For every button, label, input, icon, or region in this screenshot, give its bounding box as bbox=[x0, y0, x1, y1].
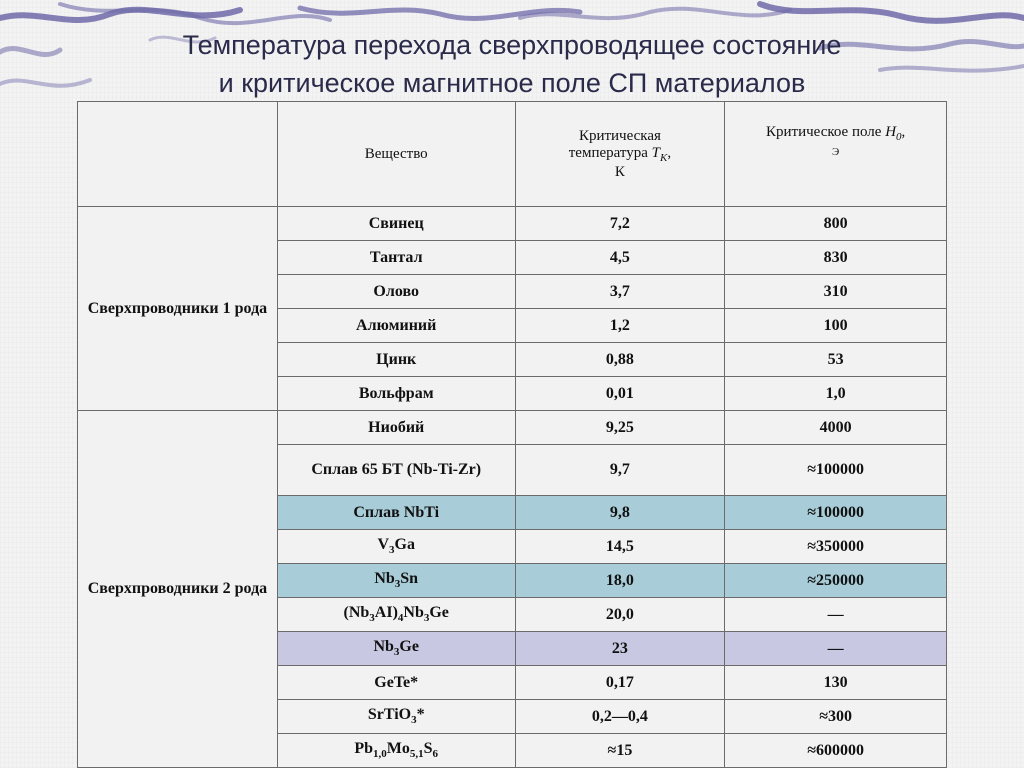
table-header-row: Вещество Критическая температура TK, К К… bbox=[77, 101, 947, 207]
cell-temperature: 0,88 bbox=[514, 342, 726, 377]
cell-substance: (Nb3AI)4Nb3Ge bbox=[276, 597, 516, 632]
cell-substance: Тантал bbox=[276, 240, 516, 275]
header-substance: Вещество bbox=[276, 101, 516, 207]
table-row: Сплав 65 БТ (Nb-Ti-Zr) 9,7 ≈100000 bbox=[78, 444, 947, 496]
cell-field: — bbox=[724, 631, 947, 666]
header-critical-temperature: Критическая температура TK, К bbox=[514, 101, 726, 207]
group-label-type-1: Сверхпроводники 1 рода bbox=[77, 206, 278, 411]
cell-temperature: 1,2 bbox=[514, 308, 726, 343]
cell-temperature: 9,7 bbox=[514, 444, 726, 496]
cell-temperature: 20,0 bbox=[514, 597, 726, 632]
cell-substance: Алюминий bbox=[276, 308, 516, 343]
table-row-highlighted: Сплав NbTi 9,8 ≈100000 bbox=[78, 495, 947, 530]
cell-field: 830 bbox=[724, 240, 947, 275]
cell-field: 4000 bbox=[724, 410, 947, 445]
header-group-cell bbox=[77, 101, 278, 207]
cell-substance: Nb3Sn bbox=[276, 563, 516, 598]
slide-title-line-2: и критическое магнитное поле СП материал… bbox=[218, 68, 806, 98]
cell-field: ≈250000 bbox=[724, 563, 947, 598]
cell-substance: SrTiO3* bbox=[276, 699, 516, 734]
cell-temperature: 18,0 bbox=[514, 563, 726, 598]
superconductors-table: Вещество Критическая температура TK, К К… bbox=[77, 101, 947, 768]
table-row: V3Ga 14,5 ≈350000 bbox=[78, 529, 947, 564]
cell-substance: V3Ga bbox=[276, 529, 516, 564]
table-row: GeTe* 0,17 130 bbox=[78, 665, 947, 700]
cell-temperature: 9,25 bbox=[514, 410, 726, 445]
cell-field: ≈100000 bbox=[724, 444, 947, 496]
table-row: Сверхпроводники 1 рода Свинец 7,2 800 bbox=[77, 206, 947, 411]
cell-field: 53 bbox=[724, 342, 947, 377]
cell-field: 310 bbox=[724, 274, 947, 309]
cell-substance: Сплав 65 БТ (Nb-Ti-Zr) bbox=[276, 444, 516, 496]
cell-temperature: 0,01 bbox=[514, 376, 726, 411]
cell-field: 800 bbox=[724, 206, 947, 241]
cell-temperature: 14,5 bbox=[514, 529, 726, 564]
table-row: Сверхпроводники 2 рода Ниобий 9,25 4000 bbox=[77, 410, 947, 768]
table-row: SrTiO3* 0,2—0,4 ≈300 bbox=[78, 699, 947, 734]
table-row: (Nb3AI)4Nb3Ge 20,0 — bbox=[78, 597, 947, 632]
cell-temperature: ≈15 bbox=[514, 733, 726, 768]
cell-temperature: 7,2 bbox=[514, 206, 726, 241]
cell-temperature: 9,8 bbox=[514, 495, 726, 530]
cell-field: ≈350000 bbox=[724, 529, 947, 564]
cell-temperature: 23 bbox=[514, 631, 726, 666]
cell-substance: Сплав NbTi bbox=[276, 495, 516, 530]
slide-title: Температура перехода сверхпроводящее сос… bbox=[0, 26, 1024, 102]
cell-field: ≈100000 bbox=[724, 495, 947, 530]
cell-temperature: 0,17 bbox=[514, 665, 726, 700]
cell-field: — bbox=[724, 597, 947, 632]
cell-field: 1,0 bbox=[724, 376, 947, 411]
table-row-highlighted: Nb3Sn 18,0 ≈250000 bbox=[78, 563, 947, 598]
cell-substance: Вольфрам bbox=[276, 376, 516, 411]
cell-substance: Свинец bbox=[276, 206, 516, 241]
cell-field: 100 bbox=[724, 308, 947, 343]
cell-substance: Олово bbox=[276, 274, 516, 309]
cell-substance: Nb3Ge bbox=[276, 631, 516, 666]
cell-field: ≈300 bbox=[724, 699, 947, 734]
cell-substance: Pb1,0Mo5,1S6 bbox=[276, 733, 516, 768]
cell-temperature: 0,2—0,4 bbox=[514, 699, 726, 734]
slide-title-line-1: Температура перехода сверхпроводящее сос… bbox=[182, 30, 842, 60]
cell-substance: GeTe* bbox=[276, 665, 516, 700]
cell-substance: Цинк bbox=[276, 342, 516, 377]
cell-field: ≈600000 bbox=[724, 733, 947, 768]
header-critical-field: Критическое поле H0, Э bbox=[724, 101, 947, 207]
group-label-type-2: Сверхпроводники 2 рода bbox=[77, 410, 278, 768]
table-row: Pb1,0Mo5,1S6 ≈15 ≈600000 bbox=[78, 733, 947, 768]
cell-temperature: 4,5 bbox=[514, 240, 726, 275]
cell-substance: Ниобий bbox=[276, 410, 516, 445]
cell-field: 130 bbox=[724, 665, 947, 700]
cell-temperature: 3,7 bbox=[514, 274, 726, 309]
